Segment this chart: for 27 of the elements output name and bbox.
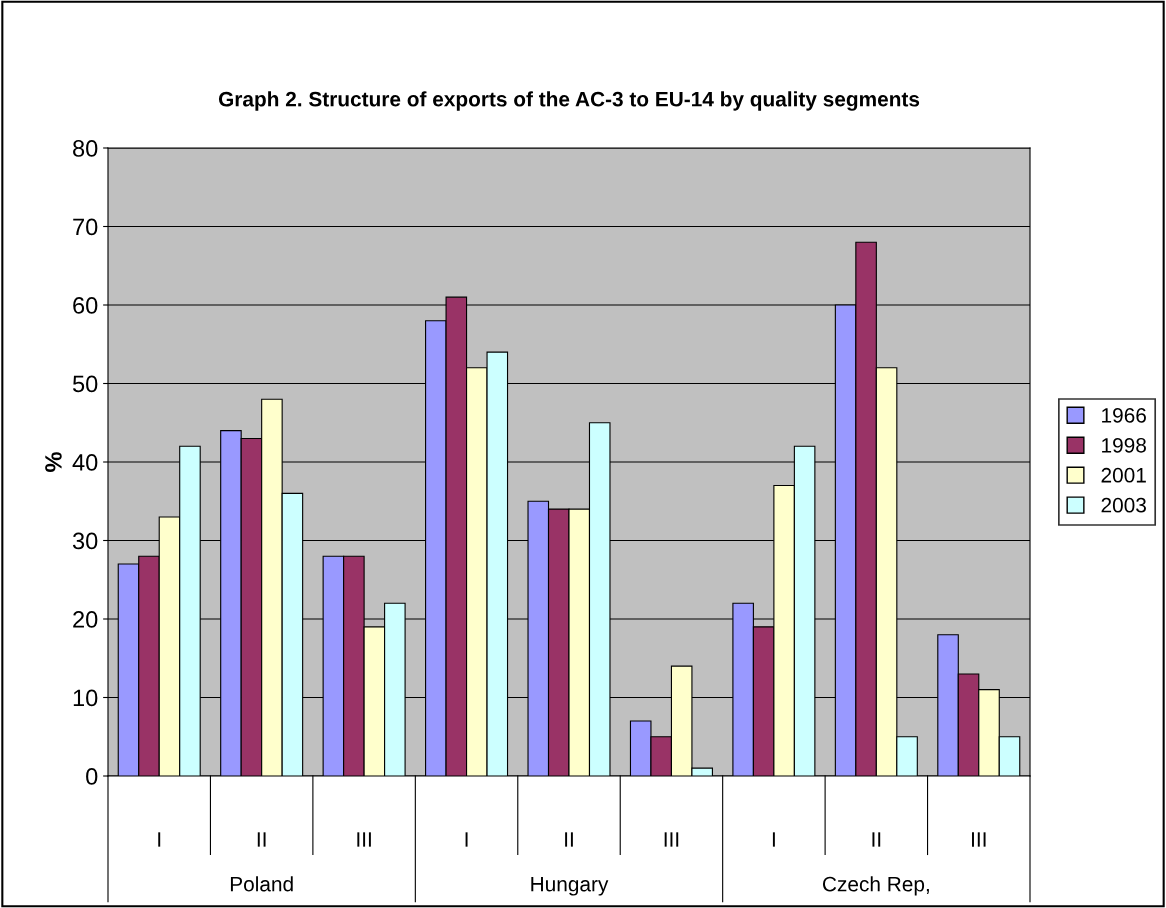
y-tick-label: 70: [73, 218, 98, 236]
text: Poland: [230, 876, 293, 892]
x-tick-label: II: [257, 832, 266, 847]
y-tick-label: 80: [73, 140, 98, 157]
x-tick-label: I: [465, 832, 468, 847]
legend-label: 1966: [1102, 407, 1146, 423]
legend-label: 2001: [1101, 467, 1146, 483]
x-tick-label: III: [664, 832, 679, 847]
x-tick-label: III: [357, 832, 371, 847]
chart-title: Graph 2. Structure of exports of the AC-3 to EU-14 by quality segments: [218, 91, 920, 111]
text: Czech Rep,: [822, 876, 929, 896]
y-tick-label: 20: [73, 611, 98, 628]
x-tick-label: I: [772, 832, 775, 847]
x-tick-label: III: [972, 832, 986, 847]
y-axis-title: %: [45, 452, 62, 472]
y-tick-label: 30: [72, 532, 98, 550]
legend-label: 1998: [1102, 437, 1146, 453]
y-tick-label: 40: [72, 454, 98, 471]
x-tick-label: II: [872, 832, 881, 847]
y-tick-label: 10: [73, 689, 98, 707]
text: Hungary: [531, 876, 609, 896]
legend-label: 2003: [1101, 497, 1146, 513]
y-tick-label: 50: [72, 375, 98, 393]
x-tick-label: II: [565, 832, 573, 847]
y-tick-label: 60: [73, 297, 98, 314]
y-tick-label: 0: [86, 768, 98, 785]
x-tick-label: I: [158, 832, 161, 847]
